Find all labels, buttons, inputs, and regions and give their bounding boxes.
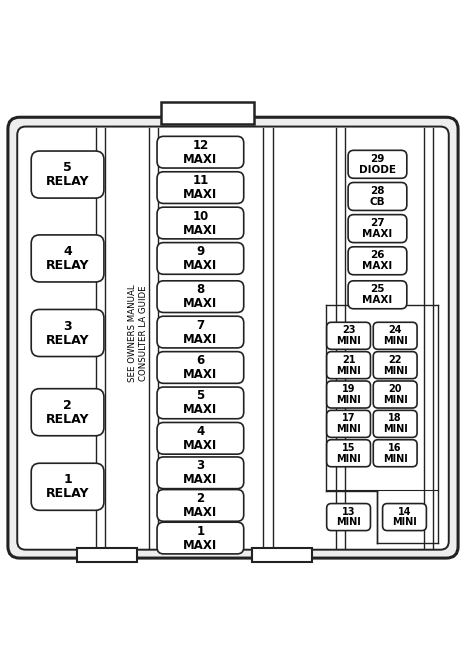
FancyBboxPatch shape: [327, 410, 370, 438]
FancyBboxPatch shape: [157, 172, 244, 203]
FancyBboxPatch shape: [383, 503, 426, 531]
Text: 7
MAXI: 7 MAXI: [183, 318, 218, 346]
FancyBboxPatch shape: [31, 151, 104, 198]
FancyBboxPatch shape: [327, 352, 370, 379]
Text: 4
MAXI: 4 MAXI: [183, 425, 218, 452]
Text: 18
MINI: 18 MINI: [383, 414, 408, 434]
Text: 20
MINI: 20 MINI: [383, 384, 408, 405]
Text: 22
MINI: 22 MINI: [383, 355, 408, 376]
FancyBboxPatch shape: [373, 440, 417, 467]
Text: 15
MINI: 15 MINI: [336, 443, 361, 464]
FancyBboxPatch shape: [348, 247, 407, 275]
FancyBboxPatch shape: [31, 235, 104, 282]
FancyBboxPatch shape: [157, 422, 244, 454]
Text: 13
MINI: 13 MINI: [336, 507, 361, 527]
Text: 3
RELAY: 3 RELAY: [46, 320, 89, 346]
FancyBboxPatch shape: [157, 207, 244, 239]
FancyBboxPatch shape: [157, 387, 244, 419]
FancyBboxPatch shape: [373, 381, 417, 408]
Text: 3
MAXI: 3 MAXI: [183, 460, 218, 486]
FancyBboxPatch shape: [327, 381, 370, 408]
Text: 2
MAXI: 2 MAXI: [183, 492, 218, 519]
FancyBboxPatch shape: [327, 503, 370, 531]
Text: 9
MAXI: 9 MAXI: [183, 245, 218, 272]
Text: 6
MAXI: 6 MAXI: [183, 354, 218, 381]
Text: 19
MINI: 19 MINI: [336, 384, 361, 405]
Text: 12
MAXI: 12 MAXI: [183, 139, 218, 166]
Text: 21
MINI: 21 MINI: [336, 355, 361, 376]
Text: 1
MAXI: 1 MAXI: [183, 525, 218, 551]
FancyBboxPatch shape: [348, 151, 407, 178]
Text: 11
MAXI: 11 MAXI: [183, 174, 218, 201]
Text: 2
RELAY: 2 RELAY: [46, 399, 89, 426]
FancyBboxPatch shape: [348, 214, 407, 242]
FancyBboxPatch shape: [348, 281, 407, 309]
Text: 5
RELAY: 5 RELAY: [46, 161, 89, 188]
Text: 4
RELAY: 4 RELAY: [46, 245, 89, 272]
Text: 10
MAXI: 10 MAXI: [183, 210, 218, 236]
Bar: [252, 548, 312, 562]
FancyBboxPatch shape: [157, 316, 244, 348]
Text: 17
MINI: 17 MINI: [336, 414, 361, 434]
Text: 14
MINI: 14 MINI: [392, 507, 417, 527]
FancyBboxPatch shape: [157, 242, 244, 274]
Text: 26
MAXI: 26 MAXI: [363, 250, 392, 271]
Text: 5
MAXI: 5 MAXI: [183, 390, 218, 416]
FancyBboxPatch shape: [327, 440, 370, 467]
FancyBboxPatch shape: [31, 310, 104, 356]
Text: 8
MAXI: 8 MAXI: [183, 283, 218, 310]
FancyBboxPatch shape: [157, 490, 244, 521]
FancyBboxPatch shape: [327, 322, 370, 349]
Text: 24
MINI: 24 MINI: [383, 326, 408, 346]
Text: 28
CB: 28 CB: [370, 186, 385, 207]
Text: 1
RELAY: 1 RELAY: [46, 474, 89, 500]
FancyBboxPatch shape: [8, 117, 458, 558]
FancyBboxPatch shape: [348, 182, 407, 210]
Text: 25
MAXI: 25 MAXI: [363, 284, 392, 305]
FancyBboxPatch shape: [31, 464, 104, 510]
FancyBboxPatch shape: [373, 352, 417, 379]
FancyBboxPatch shape: [157, 352, 244, 384]
FancyBboxPatch shape: [157, 281, 244, 312]
FancyBboxPatch shape: [373, 410, 417, 438]
FancyBboxPatch shape: [17, 127, 449, 549]
FancyBboxPatch shape: [157, 457, 244, 489]
FancyBboxPatch shape: [157, 137, 244, 168]
FancyBboxPatch shape: [31, 389, 104, 436]
Text: SEE OWNERS MANUAL: SEE OWNERS MANUAL: [128, 284, 137, 382]
Bar: [161, 102, 254, 125]
FancyBboxPatch shape: [373, 322, 417, 349]
Bar: [77, 548, 137, 562]
Text: 23
MINI: 23 MINI: [336, 326, 361, 346]
Text: 16
MINI: 16 MINI: [383, 443, 408, 464]
Text: 29
DIODE: 29 DIODE: [359, 154, 396, 174]
FancyBboxPatch shape: [157, 522, 244, 554]
Text: 27
MAXI: 27 MAXI: [363, 218, 392, 239]
Text: CONSULTER LA GUIDE: CONSULTER LA GUIDE: [138, 285, 148, 381]
